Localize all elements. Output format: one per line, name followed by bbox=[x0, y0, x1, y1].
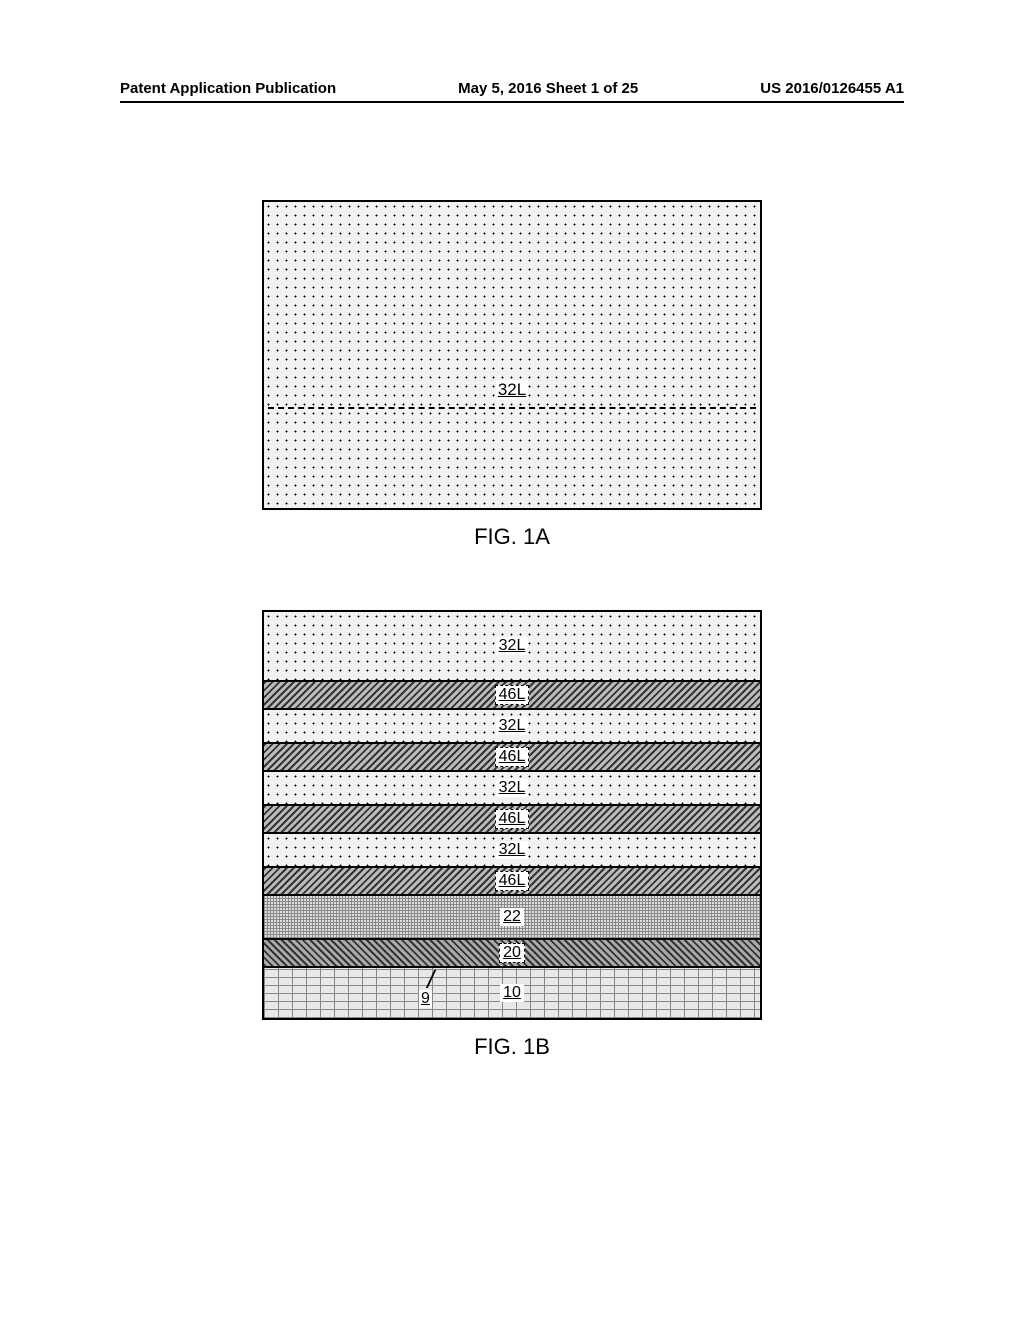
layer-32l-6: 32L bbox=[264, 832, 760, 866]
layer-label: 10 bbox=[500, 984, 524, 1002]
header-right: US 2016/0126455 A1 bbox=[760, 80, 904, 97]
layer-10-10: 10 9 bbox=[264, 966, 760, 1018]
layer-46l-5: 46L bbox=[264, 804, 760, 832]
fig-a-center-label: 32L bbox=[496, 380, 528, 400]
figure-1a: 32L B B' x y bbox=[262, 200, 762, 510]
layer-22-8: 22 bbox=[264, 894, 760, 938]
layer-label: 32L bbox=[496, 841, 529, 859]
section-line bbox=[268, 407, 756, 409]
layer-label: 20 bbox=[499, 943, 525, 963]
layer-46l-1: 46L bbox=[264, 680, 760, 708]
header-center: May 5, 2016 Sheet 1 of 25 bbox=[458, 80, 638, 97]
layer-label: 32L bbox=[496, 717, 529, 735]
layer-20-9: 20 bbox=[264, 938, 760, 966]
layer-label: 32L bbox=[496, 779, 529, 797]
fig-a-fill bbox=[264, 202, 760, 508]
fig-a-caption: FIG. 1A bbox=[262, 524, 762, 550]
header-left: Patent Application Publication bbox=[120, 80, 336, 97]
layer-32l-2: 32L bbox=[264, 708, 760, 742]
layer-32l-0: 32L bbox=[264, 612, 760, 680]
figure-1a-wrap: 32L B B' x y FIG. 1A bbox=[262, 200, 762, 550]
layer-label: 46L bbox=[495, 685, 530, 705]
layer-32l-4: 32L bbox=[264, 770, 760, 804]
layer-label: 46L bbox=[495, 747, 530, 767]
figure-1b: 32L46L32L46L32L46L32L46L2220109 z y bbox=[262, 610, 762, 1020]
page-header: Patent Application Publication May 5, 20… bbox=[120, 80, 904, 103]
layer-label: 32L bbox=[496, 637, 529, 655]
fig-b-caption: FIG. 1B bbox=[262, 1034, 762, 1060]
layer-label: 22 bbox=[500, 908, 524, 926]
layer-46l-3: 46L bbox=[264, 742, 760, 770]
layer-label: 46L bbox=[495, 809, 530, 829]
layer-46l-7: 46L bbox=[264, 866, 760, 894]
leader-label-9: 9 bbox=[419, 990, 432, 1008]
figure-1b-wrap: 32L46L32L46L32L46L32L46L2220109 z y FIG.… bbox=[262, 610, 762, 1060]
leader-line-icon bbox=[426, 970, 450, 988]
layer-label: 46L bbox=[495, 871, 530, 891]
